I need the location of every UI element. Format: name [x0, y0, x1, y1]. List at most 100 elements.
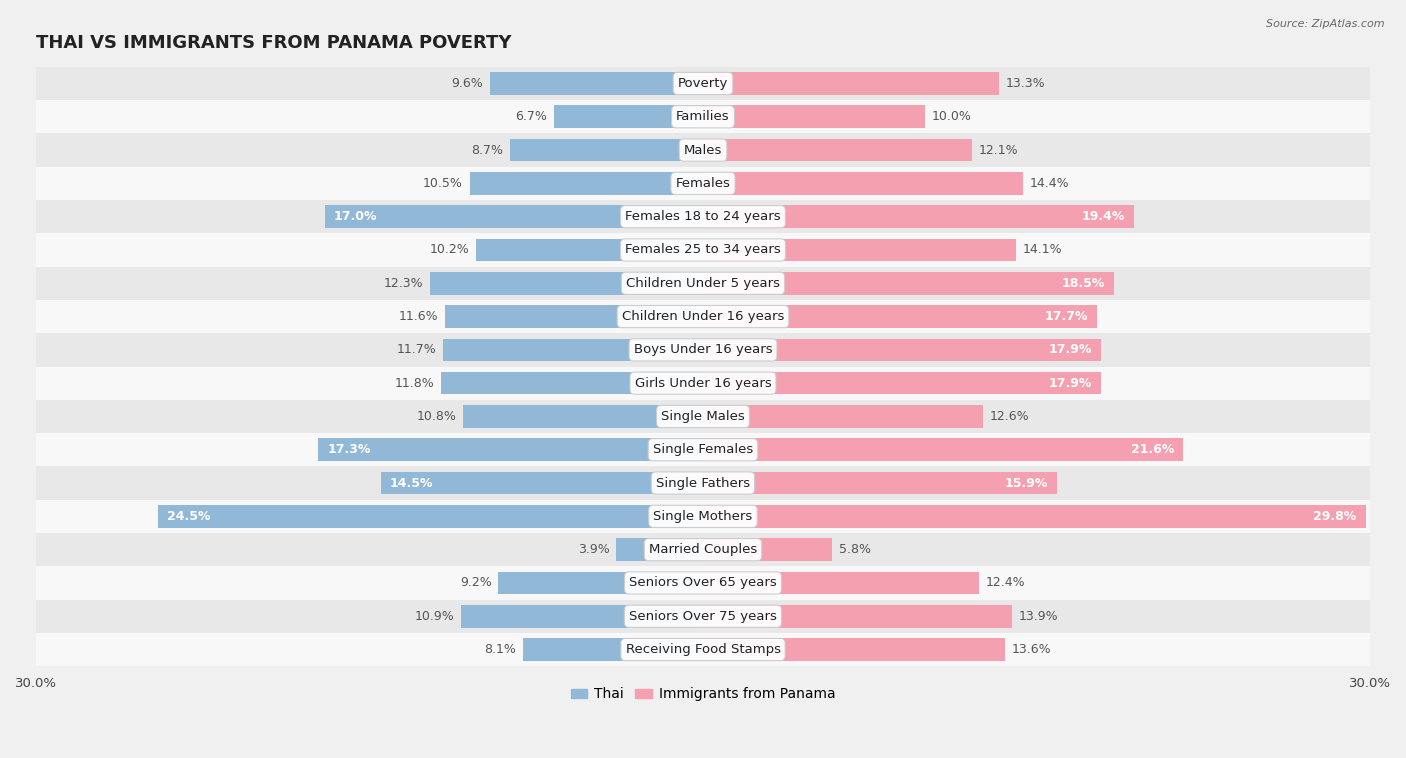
Text: 19.4%: 19.4% — [1083, 210, 1125, 223]
Text: Females 25 to 34 years: Females 25 to 34 years — [626, 243, 780, 256]
Text: 13.6%: 13.6% — [1012, 643, 1052, 656]
Text: 13.3%: 13.3% — [1005, 77, 1045, 90]
Text: 9.2%: 9.2% — [460, 576, 492, 590]
Bar — [381, 471, 703, 494]
Text: 24.5%: 24.5% — [167, 510, 211, 523]
Text: 5.8%: 5.8% — [838, 543, 870, 556]
Bar — [159, 505, 703, 528]
Text: Families: Families — [676, 110, 730, 124]
Bar — [37, 233, 1369, 267]
Text: 17.0%: 17.0% — [335, 210, 377, 223]
Text: Single Females: Single Females — [652, 443, 754, 456]
Bar — [477, 239, 703, 262]
Text: Poverty: Poverty — [678, 77, 728, 90]
Bar — [318, 438, 703, 461]
Text: 10.8%: 10.8% — [416, 410, 456, 423]
Bar — [703, 572, 979, 594]
Bar — [37, 133, 1369, 167]
Bar — [703, 405, 983, 428]
Text: 10.0%: 10.0% — [932, 110, 972, 124]
Bar — [703, 339, 1101, 361]
Bar — [616, 538, 703, 561]
Text: 10.9%: 10.9% — [415, 609, 454, 623]
Bar — [703, 538, 832, 561]
Text: 8.1%: 8.1% — [484, 643, 516, 656]
Bar — [443, 339, 703, 361]
Text: 3.9%: 3.9% — [578, 543, 610, 556]
Bar — [37, 334, 1369, 367]
Bar — [37, 367, 1369, 399]
Bar — [446, 305, 703, 328]
Bar — [37, 267, 1369, 300]
Text: 14.5%: 14.5% — [389, 477, 433, 490]
Text: Single Fathers: Single Fathers — [657, 477, 749, 490]
Bar — [703, 605, 1012, 628]
Text: 11.8%: 11.8% — [394, 377, 434, 390]
Text: 18.5%: 18.5% — [1062, 277, 1105, 290]
Text: Females 18 to 24 years: Females 18 to 24 years — [626, 210, 780, 223]
Bar — [37, 300, 1369, 334]
Text: 17.9%: 17.9% — [1049, 377, 1092, 390]
Text: 29.8%: 29.8% — [1313, 510, 1357, 523]
Text: 17.7%: 17.7% — [1045, 310, 1088, 323]
Bar — [703, 172, 1024, 195]
Text: Single Mothers: Single Mothers — [654, 510, 752, 523]
Bar — [703, 505, 1365, 528]
Text: 14.1%: 14.1% — [1024, 243, 1063, 256]
Bar — [703, 205, 1135, 228]
Bar — [37, 167, 1369, 200]
Bar — [703, 471, 1056, 494]
Text: 17.3%: 17.3% — [328, 443, 371, 456]
Text: 14.4%: 14.4% — [1029, 177, 1070, 190]
Bar — [523, 638, 703, 661]
Bar — [703, 72, 998, 95]
Bar — [325, 205, 703, 228]
Bar — [463, 405, 703, 428]
Bar — [703, 239, 1017, 262]
Bar — [429, 272, 703, 295]
Text: Seniors Over 65 years: Seniors Over 65 years — [628, 576, 778, 590]
Bar — [703, 139, 972, 161]
Text: Children Under 16 years: Children Under 16 years — [621, 310, 785, 323]
Legend: Thai, Immigrants from Panama: Thai, Immigrants from Panama — [565, 681, 841, 707]
Bar — [37, 500, 1369, 533]
Text: 12.4%: 12.4% — [986, 576, 1025, 590]
Bar — [37, 633, 1369, 666]
Bar — [499, 572, 703, 594]
Bar — [440, 372, 703, 394]
Text: 12.1%: 12.1% — [979, 143, 1018, 157]
Bar — [37, 566, 1369, 600]
Bar — [470, 172, 703, 195]
Text: 10.2%: 10.2% — [430, 243, 470, 256]
Text: Single Males: Single Males — [661, 410, 745, 423]
Bar — [461, 605, 703, 628]
Bar — [37, 100, 1369, 133]
Bar — [37, 600, 1369, 633]
Text: 11.6%: 11.6% — [399, 310, 439, 323]
Text: Boys Under 16 years: Boys Under 16 years — [634, 343, 772, 356]
Bar — [703, 638, 1005, 661]
Text: 11.7%: 11.7% — [396, 343, 436, 356]
Bar — [554, 105, 703, 128]
Text: 12.6%: 12.6% — [990, 410, 1029, 423]
Bar — [703, 438, 1184, 461]
Text: THAI VS IMMIGRANTS FROM PANAMA POVERTY: THAI VS IMMIGRANTS FROM PANAMA POVERTY — [37, 34, 512, 52]
Bar — [703, 372, 1101, 394]
Text: 21.6%: 21.6% — [1130, 443, 1174, 456]
Text: 13.9%: 13.9% — [1019, 609, 1059, 623]
Bar — [703, 305, 1097, 328]
Text: 10.5%: 10.5% — [423, 177, 463, 190]
Bar — [37, 200, 1369, 233]
Text: 6.7%: 6.7% — [516, 110, 547, 124]
Text: Females: Females — [675, 177, 731, 190]
Text: Married Couples: Married Couples — [650, 543, 756, 556]
Text: 12.3%: 12.3% — [384, 277, 423, 290]
Bar — [509, 139, 703, 161]
Bar — [37, 466, 1369, 500]
Text: Source: ZipAtlas.com: Source: ZipAtlas.com — [1267, 19, 1385, 29]
Text: Girls Under 16 years: Girls Under 16 years — [634, 377, 772, 390]
Text: Seniors Over 75 years: Seniors Over 75 years — [628, 609, 778, 623]
Bar — [703, 105, 925, 128]
Bar — [37, 433, 1369, 466]
Bar — [703, 272, 1115, 295]
